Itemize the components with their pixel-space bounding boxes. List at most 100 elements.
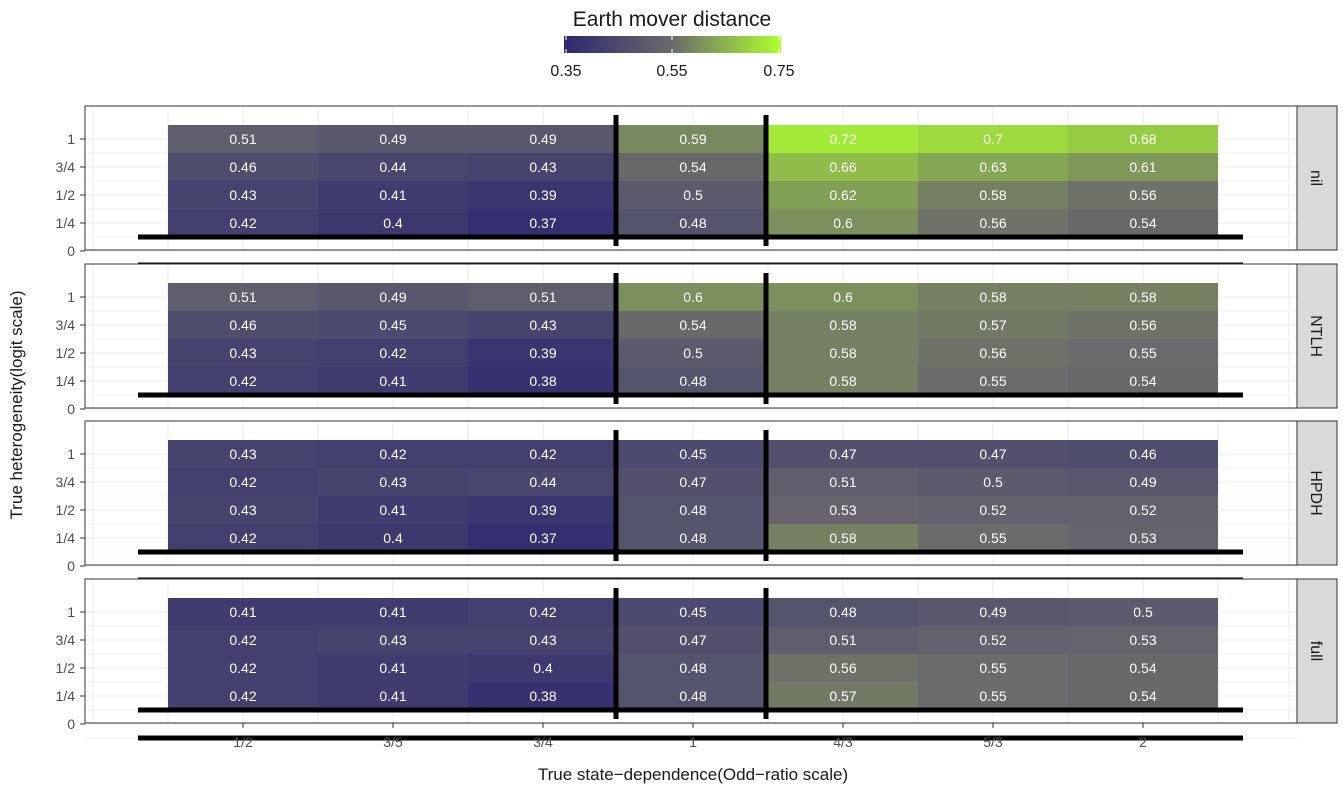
heatmap-cell	[468, 209, 618, 237]
heatmap-cell	[168, 682, 318, 710]
cell-value-label: 0.53	[1129, 530, 1156, 546]
heatmap-cell	[318, 598, 468, 626]
heatmap-cell	[1068, 283, 1218, 311]
heatmap-cell	[768, 209, 918, 237]
cell-value-label: 0.37	[529, 530, 556, 546]
heatmap-cell	[768, 468, 918, 496]
cell-value-label: 0.4	[533, 660, 553, 676]
heatmap-cell	[168, 626, 318, 654]
heatmap-cell	[168, 125, 318, 153]
cell-value-label: 0.43	[379, 632, 406, 648]
cell-value-label: 0.42	[229, 530, 256, 546]
cell-value-label: 0.58	[979, 187, 1006, 203]
heatmap-cell	[918, 367, 1068, 395]
legend-title: Earth mover distance	[573, 8, 771, 31]
cell-value-label: 0.63	[979, 159, 1006, 175]
y-tick-label: 1/4	[56, 373, 76, 389]
cell-value-label: 0.62	[829, 187, 856, 203]
cell-value-label: 0.54	[1129, 688, 1156, 704]
cell-value-label: 0.42	[229, 373, 256, 389]
cell-value-label: 0.57	[979, 317, 1006, 333]
y-tick-label: 3/4	[56, 317, 76, 333]
heatmap-cell	[1068, 524, 1218, 552]
x-tick-label: 3/5	[383, 734, 403, 750]
x-axis-title: True state−dependence(Odd−ratio scale)	[538, 765, 848, 784]
heatmap-cell	[168, 209, 318, 237]
heatmap-cell	[468, 125, 618, 153]
cell-value-label: 0.54	[679, 159, 706, 175]
heatmap-cell	[918, 654, 1068, 682]
cell-value-label: 0.49	[979, 604, 1006, 620]
cell-value-label: 0.61	[1129, 159, 1156, 175]
cell-value-label: 0.41	[379, 187, 406, 203]
heatmap-cell	[318, 339, 468, 367]
heatmap-cell	[1068, 468, 1218, 496]
heatmap-cell	[618, 440, 768, 468]
cell-value-label: 0.54	[1129, 215, 1156, 231]
heatmap-cell	[1068, 367, 1218, 395]
cell-value-label: 0.68	[1129, 131, 1156, 147]
facet-strip-label: nil	[1307, 170, 1324, 186]
heatmap-cell	[468, 283, 618, 311]
cell-value-label: 0.43	[229, 446, 256, 462]
heatmap-cell	[918, 209, 1068, 237]
heatmap-cell	[768, 153, 918, 181]
x-tick-label: 3/4	[533, 734, 553, 750]
heatmap-cell	[1068, 440, 1218, 468]
heatmap-cell	[168, 311, 318, 339]
heatmap-cell	[1068, 311, 1218, 339]
cell-value-label: 0.39	[529, 502, 556, 518]
cell-value-label: 0.58	[1129, 289, 1156, 305]
facet-panels: 0.51 0.49 0.49 0.59 0.72 0.7 0.680.46 0.44 0.43 0…	[56, 105, 1338, 750]
facet-panel: 0.43 0.42 0.42 0.45 0.47 0.47 0.46 0.42 0.43 0.44…	[56, 420, 1338, 583]
cell-value-label: 0.48	[679, 502, 706, 518]
cell-value-label: 0.52	[1129, 502, 1156, 518]
cell-value-label: 0.41	[379, 604, 406, 620]
heatmap-cell	[768, 339, 918, 367]
y-tick-label: 0	[67, 243, 75, 259]
cell-value-label: 0.39	[529, 187, 556, 203]
heatmap-cell	[168, 153, 318, 181]
cell-value-label: 0.42	[529, 604, 556, 620]
heatmap-cell	[768, 440, 918, 468]
y-tick-label: 1	[67, 446, 75, 462]
cell-value-label: 0.55	[979, 660, 1006, 676]
cell-value-label: 0.41	[379, 373, 406, 389]
cell-value-label: 0.49	[529, 131, 556, 147]
x-tick-label: 1/2	[233, 734, 253, 750]
heatmap-cell	[318, 524, 468, 552]
heatmap-cell	[918, 125, 1068, 153]
cell-value-label: 0.43	[229, 187, 256, 203]
heatmap-cell	[918, 682, 1068, 710]
heatmap-cell	[618, 626, 768, 654]
cell-value-label: 0.41	[379, 502, 406, 518]
cell-value-label: 0.55	[1129, 345, 1156, 361]
heatmap-cell	[618, 654, 768, 682]
y-tick-label: 1/4	[56, 688, 76, 704]
cell-value-label: 0.58	[829, 345, 856, 361]
heatmap-cell	[618, 682, 768, 710]
heatmap-cell	[768, 598, 918, 626]
cell-value-label: 0.46	[229, 317, 256, 333]
facet-panel: 0.41 0.41 0.42 0.45 0.48 0.49 0.50.42 0.43 0.43 0…	[56, 578, 1338, 741]
cell-value-label: 0.5	[983, 474, 1003, 490]
heatmap-cell	[318, 283, 468, 311]
cell-value-label: 0.46	[1129, 446, 1156, 462]
facet-strip	[1296, 263, 1338, 409]
x-tick-label: 1	[689, 734, 697, 750]
cell-value-label: 0.38	[529, 688, 556, 704]
cell-value-label: 0.43	[529, 159, 556, 175]
cell-value-label: 0.43	[529, 317, 556, 333]
y-tick-label: 1	[67, 131, 75, 147]
cell-value-label: 0.58	[829, 373, 856, 389]
heatmap-cell	[768, 181, 918, 209]
heatmap-cell	[468, 598, 618, 626]
heatmap-cell	[1068, 339, 1218, 367]
y-tick-label: 1/2	[56, 502, 76, 518]
y-tick-label: 1/4	[56, 215, 76, 231]
cell-value-label: 0.55	[979, 530, 1006, 546]
heatmap-cell	[1068, 209, 1218, 237]
heatmap-cell	[768, 654, 918, 682]
facet-strip	[1296, 578, 1338, 724]
